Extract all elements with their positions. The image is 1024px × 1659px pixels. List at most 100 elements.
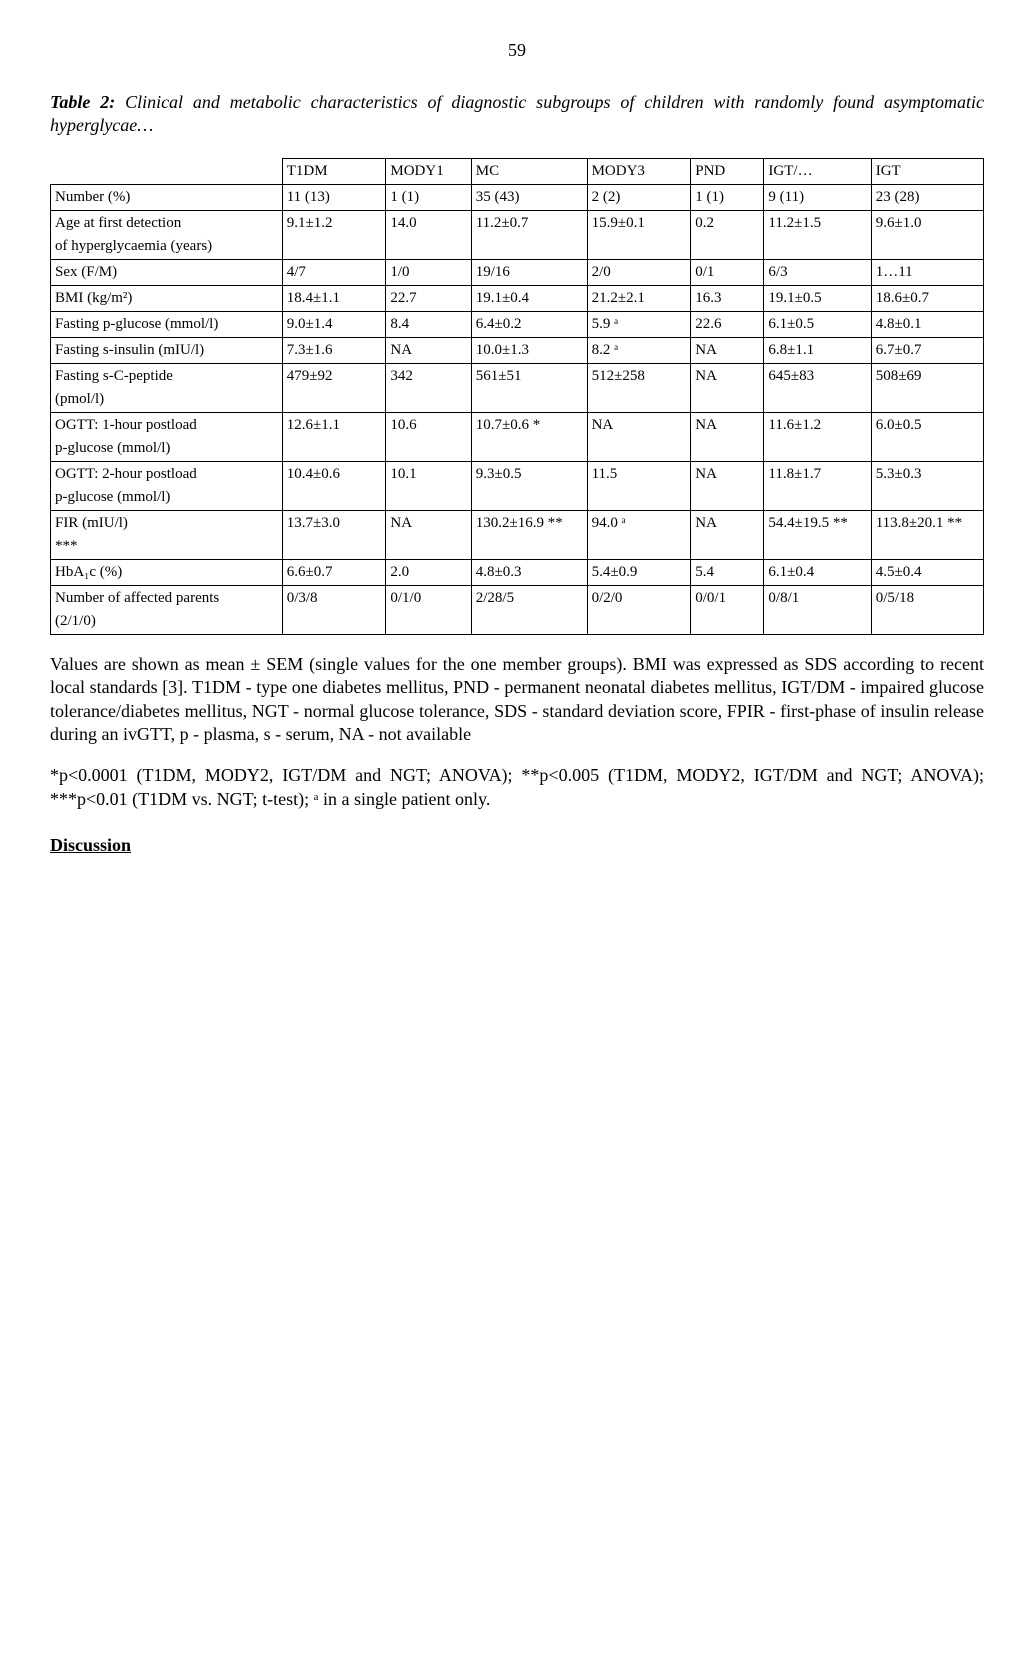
- table-cell: 11.2±1.5: [764, 210, 871, 259]
- table-cell: 0/1/0: [386, 585, 471, 634]
- table-cell: NA: [691, 363, 764, 412]
- table-cell: 6.1±0.4: [764, 559, 871, 585]
- table-row: OGTT: 2-hour postloadp-glucose (mmol/l)1…: [51, 461, 984, 510]
- col-header: [51, 158, 283, 184]
- table-cell: 113.8±20.1 **: [871, 510, 983, 559]
- table-cell: 4.8±0.1: [871, 311, 983, 337]
- caption-text: Clinical and metabolic characteristics o…: [50, 92, 984, 135]
- table-cell: 4.5±0.4: [871, 559, 983, 585]
- row-label: Number (%): [51, 184, 283, 210]
- row-label: Sex (F/M): [51, 259, 283, 285]
- page-number: 59: [50, 40, 984, 61]
- row-label: HbA₁c (%): [51, 559, 283, 585]
- table-cell: 508±69: [871, 363, 983, 412]
- table-cell: 0/0/1: [691, 585, 764, 634]
- row-label: Number of affected parents(2/1/0): [51, 585, 283, 634]
- table-row: Fasting s-insulin (mIU/l)7.3±1.6NA10.0±1…: [51, 337, 984, 363]
- table-cell: 1 (1): [691, 184, 764, 210]
- table-cell: 8.4: [386, 311, 471, 337]
- table-cell: 0/8/1: [764, 585, 871, 634]
- table-cell: 342: [386, 363, 471, 412]
- table-cell: 6/3: [764, 259, 871, 285]
- table-cell: 15.9±0.1: [587, 210, 691, 259]
- table-row: Age at first detectionof hyperglycaemia …: [51, 210, 984, 259]
- table-cell: NA: [691, 412, 764, 461]
- table-cell: NA: [691, 337, 764, 363]
- table-cell: 19/16: [471, 259, 587, 285]
- table-cell: NA: [386, 337, 471, 363]
- col-header: MODY3: [587, 158, 691, 184]
- row-label: Fasting s-C-peptide(pmol/l): [51, 363, 283, 412]
- table-cell: 9 (11): [764, 184, 871, 210]
- table-cell: 11.2±0.7: [471, 210, 587, 259]
- row-label: OGTT: 2-hour postloadp-glucose (mmol/l): [51, 461, 283, 510]
- table-cell: 10.4±0.6: [282, 461, 386, 510]
- table-cell: 6.1±0.5: [764, 311, 871, 337]
- table-cell: 7.3±1.6: [282, 337, 386, 363]
- table-cell: 2.0: [386, 559, 471, 585]
- row-label: OGTT: 1-hour postloadp-glucose (mmol/l): [51, 412, 283, 461]
- table-cell: NA: [587, 412, 691, 461]
- table-cell: 16.3: [691, 285, 764, 311]
- table-cell: 10.6: [386, 412, 471, 461]
- table-cell: 5.3±0.3: [871, 461, 983, 510]
- table-cell: 4/7: [282, 259, 386, 285]
- table-cell: 12.6±1.1: [282, 412, 386, 461]
- table-cell: 0/3/8: [282, 585, 386, 634]
- table-cell: 9.1±1.2: [282, 210, 386, 259]
- table-cell: 130.2±16.9 **: [471, 510, 587, 559]
- table-cell: 1/0: [386, 259, 471, 285]
- discussion-heading: Discussion: [50, 835, 984, 856]
- table-cell: 6.7±0.7: [871, 337, 983, 363]
- table-row: FIR (mIU/l)***13.7±3.0NA130.2±16.9 **94.…: [51, 510, 984, 559]
- table-cell: 22.6: [691, 311, 764, 337]
- table-cell: 13.7±3.0: [282, 510, 386, 559]
- table-cell: 54.4±19.5 **: [764, 510, 871, 559]
- table-cell: 0/5/18: [871, 585, 983, 634]
- table-cell: 5.4±0.9: [587, 559, 691, 585]
- table-notes: Values are shown as mean ± SEM (single v…: [50, 653, 984, 747]
- table-row: OGTT: 1-hour postloadp-glucose (mmol/l)1…: [51, 412, 984, 461]
- table-cell: 9.0±1.4: [282, 311, 386, 337]
- table-cell: 0/2/0: [587, 585, 691, 634]
- table-row: Fasting s-C-peptide(pmol/l)479±92342561±…: [51, 363, 984, 412]
- table-cell: 11.8±1.7: [764, 461, 871, 510]
- table-cell: 14.0: [386, 210, 471, 259]
- col-header: T1DM: [282, 158, 386, 184]
- table-cell: 1…11: [871, 259, 983, 285]
- row-label: Age at first detectionof hyperglycaemia …: [51, 210, 283, 259]
- table-cell: 512±258: [587, 363, 691, 412]
- col-header: IGT/…: [764, 158, 871, 184]
- table-cell: 6.0±0.5: [871, 412, 983, 461]
- table-cell: 11 (13): [282, 184, 386, 210]
- table-cell: 10.0±1.3: [471, 337, 587, 363]
- table-cell: 6.4±0.2: [471, 311, 587, 337]
- table-cell: 6.6±0.7: [282, 559, 386, 585]
- table-cell: 0/1: [691, 259, 764, 285]
- table-cell: NA: [691, 510, 764, 559]
- table-cell: 8.2 ᵃ: [587, 337, 691, 363]
- col-header: MODY1: [386, 158, 471, 184]
- table-cell: 21.2±2.1: [587, 285, 691, 311]
- table-cell: 11.5: [587, 461, 691, 510]
- table-cell: NA: [386, 510, 471, 559]
- table-cell: 9.3±0.5: [471, 461, 587, 510]
- caption-prefix: Table 2:: [50, 92, 115, 112]
- row-label: Fasting p-glucose (mmol/l): [51, 311, 283, 337]
- table-cell: 4.8±0.3: [471, 559, 587, 585]
- col-header: IGT: [871, 158, 983, 184]
- col-header: PND: [691, 158, 764, 184]
- table-notes-2: *p<0.0001 (T1DM, MODY2, IGT/DM and NGT; …: [50, 764, 984, 811]
- table-cell: 561±51: [471, 363, 587, 412]
- table-cell: 5.4: [691, 559, 764, 585]
- table-cell: 18.4±1.1: [282, 285, 386, 311]
- table-cell: 1 (1): [386, 184, 471, 210]
- table-cell: 94.0 ᵃ: [587, 510, 691, 559]
- table-cell: 22.7: [386, 285, 471, 311]
- table-cell: 6.8±1.1: [764, 337, 871, 363]
- data-table: T1DM MODY1 MC MODY3 PND IGT/… IGT Number…: [50, 158, 984, 635]
- table-cell: 5.9 ᵃ: [587, 311, 691, 337]
- table-row: Fasting p-glucose (mmol/l)9.0±1.48.46.4±…: [51, 311, 984, 337]
- col-header: MC: [471, 158, 587, 184]
- table-cell: 11.6±1.2: [764, 412, 871, 461]
